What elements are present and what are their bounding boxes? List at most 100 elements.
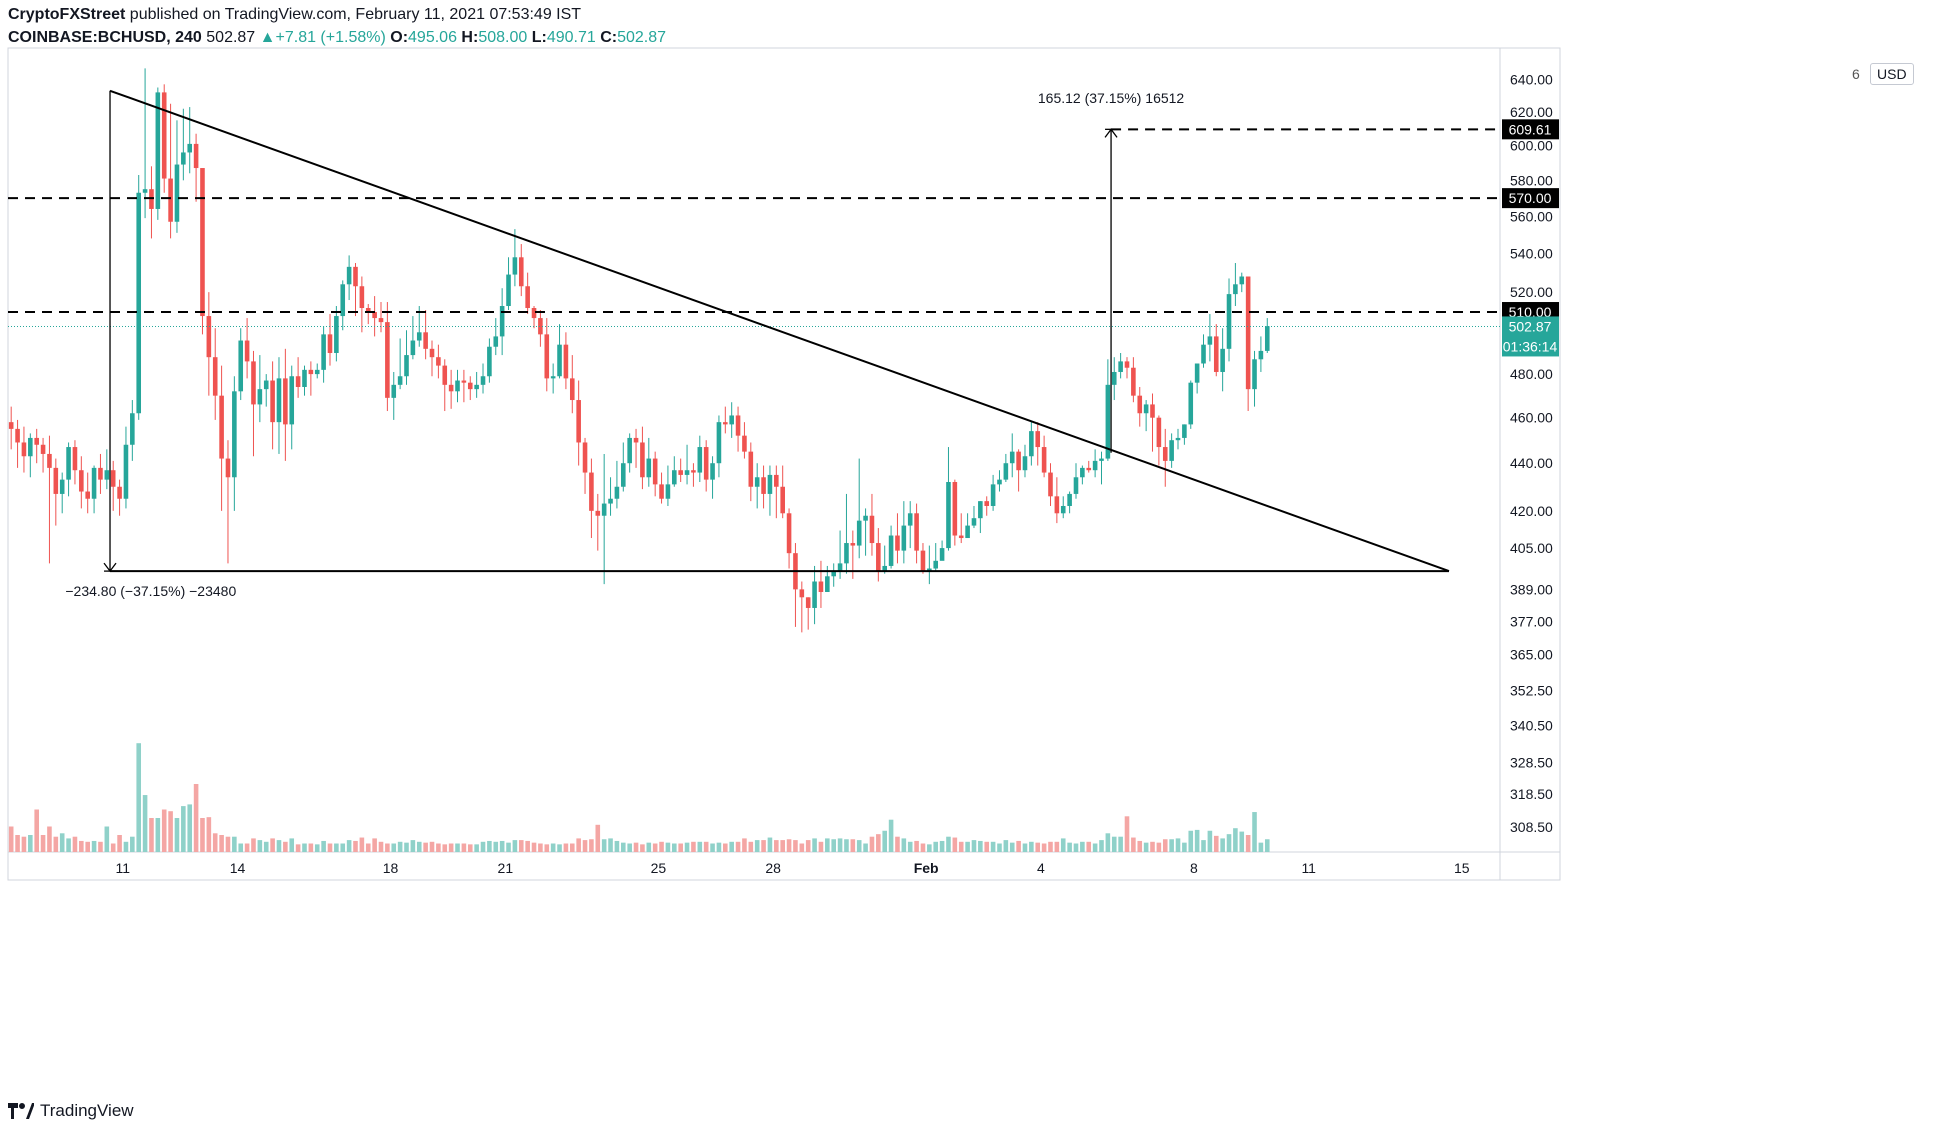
candle-body [1029, 431, 1034, 457]
volume-bar [117, 835, 122, 852]
candle [40, 437, 46, 473]
volume-bar [225, 836, 231, 852]
candle-body [735, 415, 741, 436]
volume-bar [856, 840, 862, 852]
candle-body [123, 444, 129, 499]
candle-body [91, 467, 97, 499]
candle-body [238, 340, 244, 392]
candle-body [193, 143, 199, 169]
volume-bar [334, 843, 339, 852]
candle [1213, 324, 1219, 377]
volume-bar [952, 837, 958, 852]
volume-bar [79, 840, 84, 852]
candle [589, 458, 594, 539]
candle-body [837, 563, 843, 572]
candle-body [748, 451, 754, 487]
candle-body [1080, 467, 1085, 478]
candle-body [206, 316, 212, 358]
candle [251, 350, 256, 457]
candle-body [805, 597, 811, 608]
candle [895, 513, 900, 564]
x-tick-label: 15 [1454, 860, 1470, 876]
candle [703, 440, 709, 492]
candle-body [59, 479, 65, 494]
volume-bar [28, 835, 33, 852]
volume-bar [869, 836, 875, 852]
volume-bar [678, 843, 683, 852]
candle-body [200, 168, 205, 317]
candle [518, 244, 524, 297]
currency-unit-button[interactable]: USD [1870, 63, 1914, 85]
volume-bar [1182, 842, 1187, 852]
candle [506, 257, 511, 311]
candle-body [174, 164, 180, 222]
candle [1258, 336, 1264, 372]
high-label: H: [461, 29, 479, 46]
volume-bar [263, 841, 269, 852]
candle [474, 371, 479, 398]
candle-body [774, 474, 779, 487]
y-tick-label: 377.00 [1510, 613, 1553, 629]
volume-bar [920, 843, 926, 852]
x-tick-label: 11 [1301, 860, 1316, 876]
candle [1201, 334, 1206, 368]
candle-body [831, 571, 836, 577]
volume-bar [914, 840, 919, 852]
footer-brand[interactable]: TradingView [8, 1101, 134, 1121]
candle-countdown-label: 01:36:14 [1503, 338, 1558, 354]
volume-bar [767, 837, 773, 852]
candle [123, 426, 129, 509]
candle-body [257, 389, 263, 405]
candle [1156, 415, 1162, 466]
candle-body [856, 520, 862, 546]
candle-body [971, 518, 977, 526]
y-tick-label: 480.00 [1510, 366, 1553, 382]
candle [1252, 350, 1257, 407]
publisher-name[interactable]: CryptoFXStreet [8, 6, 126, 23]
candle [8, 406, 14, 450]
y-tick-label: 420.00 [1510, 503, 1553, 519]
candle [569, 355, 575, 414]
candle [448, 369, 454, 409]
candle-body [557, 344, 562, 377]
candle [818, 560, 824, 608]
candle [799, 581, 805, 633]
measure-label: −234.80 (−37.15%) −23480 [65, 583, 236, 599]
candle [372, 296, 377, 337]
candle-body [601, 503, 607, 516]
settings-stub[interactable]: 6 [1852, 66, 1860, 82]
candle [805, 597, 811, 630]
candle [1080, 465, 1085, 485]
candle-body [550, 376, 556, 379]
x-tick-label: 25 [651, 860, 667, 876]
candle-body [404, 355, 409, 377]
candle [1131, 357, 1136, 403]
candle-body [499, 306, 505, 337]
candle [1150, 393, 1155, 452]
volume-bar [1245, 835, 1251, 852]
candle-body [442, 365, 448, 385]
y-tick-label: 640.00 [1510, 72, 1553, 88]
volume-bar [723, 843, 728, 852]
candle-body [665, 484, 671, 499]
volume-bar [735, 841, 741, 852]
candle-body [263, 380, 269, 390]
volume-bar [1213, 835, 1219, 852]
volume-bar [480, 841, 486, 852]
volume-bar [544, 844, 550, 852]
candle-body [340, 284, 346, 317]
candle-body [882, 565, 888, 572]
volume-bar [47, 826, 52, 852]
volume-bar [193, 784, 199, 852]
volume-bar [423, 842, 428, 852]
symbol-name[interactable]: COINBASE:BCHUSD, 240 [8, 29, 202, 46]
volume-bar [130, 836, 135, 852]
candle-body [952, 482, 958, 536]
candle [971, 505, 977, 529]
candle-body [850, 543, 856, 546]
candle-body [1054, 496, 1060, 514]
high-value: 508.00 [478, 29, 528, 46]
candle [825, 565, 830, 593]
volume-bar [436, 843, 441, 852]
